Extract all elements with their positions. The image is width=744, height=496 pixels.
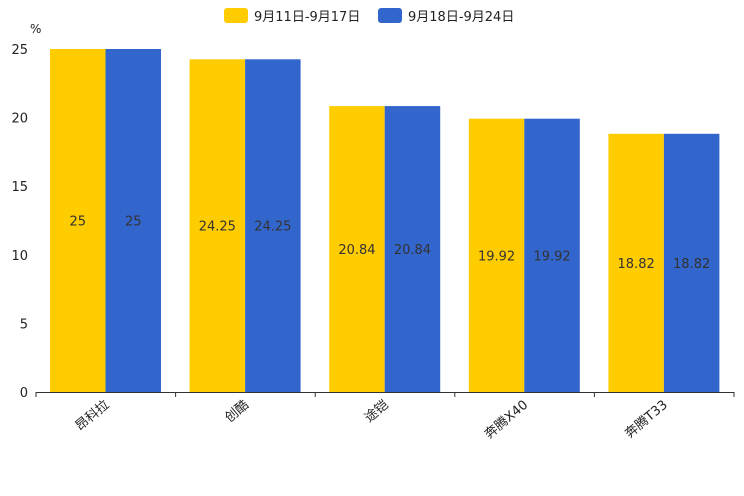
bar-data-label: 18.82 [618,257,655,272]
y-axis: 0 5 10 15 20 25 [11,43,28,401]
bar-data-label: 25 [125,215,142,230]
bar-series1-0 [50,49,106,392]
bar-data-label: 20.84 [338,243,375,258]
x-category-label: 创酷 [222,398,252,426]
bars-group: 25 25 24.25 24.25 20.84 20.84 19.92 19.92 18.82 1… [50,49,720,393]
legend-item-series1[interactable]: 9月11日-9月17日 [224,8,360,25]
legend-label: 9月18日-9月24日 [408,10,514,25]
y-tick-label: 0 [20,386,28,401]
bar-data-label: 20.84 [394,243,431,258]
y-axis-unit: % [30,22,41,36]
x-category-label: 奔腾T33 [622,397,671,442]
legend-label: 9月11日-9月17日 [254,10,360,25]
legend-swatch [224,8,248,23]
bar-series1-2 [329,106,385,393]
bar-series1-4 [608,133,664,392]
y-tick-label: 20 [11,112,28,127]
bar-series2-0 [105,49,161,392]
bar-data-label: 18.82 [673,257,710,272]
y-tick-label: 10 [11,249,28,264]
bar-data-label: 25 [69,215,86,230]
bar-series2-2 [384,106,441,393]
bar-series1-1 [189,59,246,392]
bar-series1-3 [468,118,525,392]
x-axis: 昂科拉 创酷 途铠 奔腾X40 奔腾T33 [35,392,735,442]
y-tick-label: 25 [11,43,28,58]
bar-data-label: 19.92 [478,249,515,264]
legend-item-series2[interactable]: 9月18日-9月24日 [378,8,514,25]
bar-data-label: 24.25 [199,220,236,235]
legend: 9月11日-9月17日 9月18日-9月24日 [224,8,514,25]
y-tick-label: 5 [20,317,28,332]
bar-series2-3 [524,118,580,392]
x-category-label: 奔腾X40 [481,397,531,442]
legend-swatch [378,8,402,23]
bar-series2-1 [245,59,301,392]
bar-data-label: 24.25 [254,220,291,235]
y-tick-label: 15 [11,180,28,195]
x-category-label: 途铠 [361,397,391,426]
bar-data-label: 19.92 [533,249,570,264]
x-category-label: 昂科拉 [73,398,113,435]
bar-series2-4 [663,133,720,392]
